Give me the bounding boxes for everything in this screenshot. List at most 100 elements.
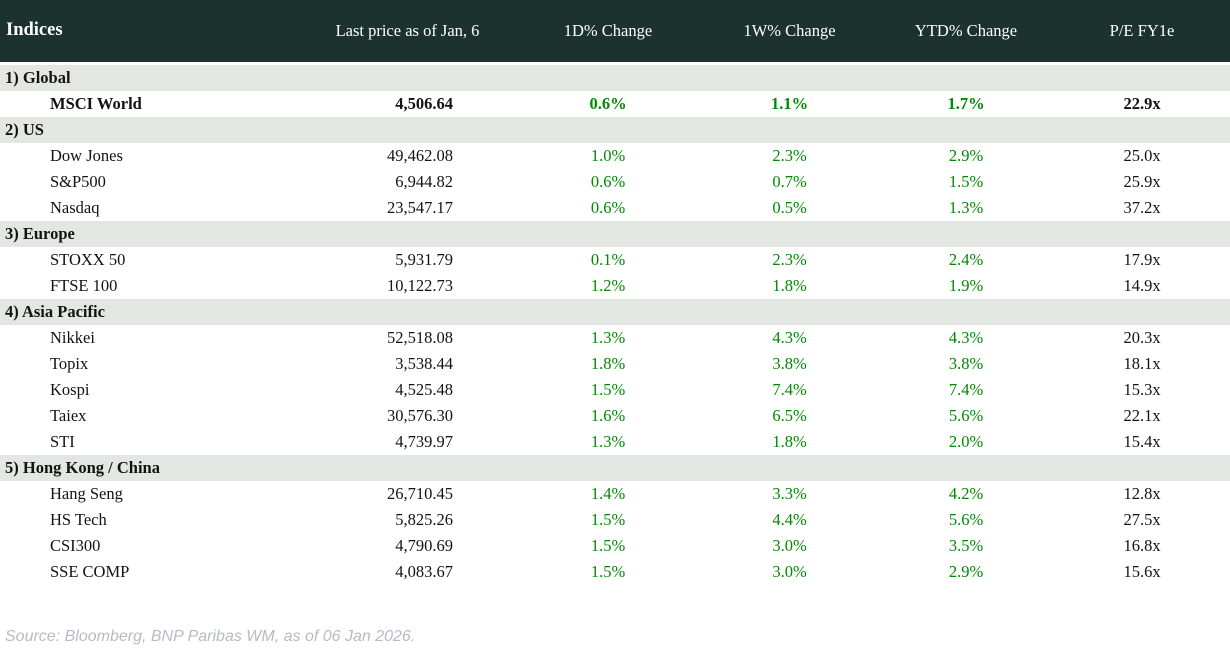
change-ytd-cell: 3.8% [878, 350, 1054, 377]
change-ytd-cell: 5.6% [878, 506, 1054, 533]
change-1w-cell: 7.4% [701, 376, 878, 403]
index-row: S&P500 6,944.82 0.6% 0.7% 1.5% 25.9x [0, 168, 1230, 195]
section-row: 1) Global [0, 63, 1230, 91]
index-row: STI 4,739.97 1.3% 1.8% 2.0% 15.4x [0, 428, 1230, 455]
change-ytd-cell: 2.4% [878, 246, 1054, 273]
change-ytd-cell: 7.4% [878, 376, 1054, 403]
last-price-cell: 4,083.67 [300, 558, 515, 585]
last-price-cell: 52,518.08 [300, 324, 515, 351]
change-1w-cell: 3.0% [701, 558, 878, 585]
change-ytd-cell: 4.2% [878, 480, 1054, 507]
change-1w-cell: 1.8% [701, 272, 878, 299]
index-name: Topix [0, 350, 300, 377]
pe-cell: 22.9x [1054, 90, 1230, 117]
pe-cell: 15.4x [1054, 428, 1230, 455]
change-ytd-cell: 5.6% [878, 402, 1054, 429]
pe-cell: 15.3x [1054, 376, 1230, 403]
column-header: 1D% Change [515, 0, 701, 65]
change-1w-cell: 3.3% [701, 480, 878, 507]
change-1w-cell: 1.1% [701, 90, 878, 117]
index-row: STOXX 50 5,931.79 0.1% 2.3% 2.4% 17.9x [0, 246, 1230, 273]
pe-cell: 14.9x [1054, 272, 1230, 299]
change-1d-cell: 1.2% [515, 272, 701, 299]
pe-cell: 17.9x [1054, 246, 1230, 273]
pe-cell: 22.1x [1054, 402, 1230, 429]
change-ytd-cell: 2.9% [878, 142, 1054, 169]
last-price-cell: 4,739.97 [300, 428, 515, 455]
change-1w-cell: 2.3% [701, 246, 878, 273]
section-row: 4) Asia Pacific [0, 298, 1230, 325]
index-name: STI [0, 428, 300, 455]
change-1w-cell: 3.0% [701, 532, 878, 559]
section-row: 5) Hong Kong / China [0, 454, 1230, 481]
column-header: P/E FY1e [1054, 0, 1230, 65]
index-name: Taiex [0, 402, 300, 429]
change-ytd-cell: 1.9% [878, 272, 1054, 299]
last-price-cell: 49,462.08 [300, 142, 515, 169]
section-label: 5) Hong Kong / China [0, 454, 1230, 481]
last-price-cell: 30,576.30 [300, 402, 515, 429]
section-label: 1) Global [0, 63, 1230, 91]
last-price-cell: 3,538.44 [300, 350, 515, 377]
last-price-cell: 4,525.48 [300, 376, 515, 403]
index-row: Nasdaq 23,547.17 0.6% 0.5% 1.3% 37.2x [0, 194, 1230, 221]
change-1d-cell: 1.5% [515, 532, 701, 559]
index-name: Hang Seng [0, 480, 300, 507]
indices-table: Indices Last price as of Jan, 6 1D% Change… [0, 0, 1230, 585]
last-price-cell: 23,547.17 [300, 194, 515, 221]
section-row: 2) US [0, 116, 1230, 143]
change-1d-cell: 1.3% [515, 428, 701, 455]
index-name: MSCI World [0, 90, 300, 117]
change-1w-cell: 3.8% [701, 350, 878, 377]
change-1d-cell: 1.4% [515, 480, 701, 507]
last-price-cell: 10,122.73 [300, 272, 515, 299]
index-row: MSCI World 4,506.64 0.6% 1.1% 1.7% 22.9x [0, 90, 1230, 117]
index-name: FTSE 100 [0, 272, 300, 299]
index-name: Dow Jones [0, 142, 300, 169]
last-price-cell: 4,790.69 [300, 532, 515, 559]
last-price-cell: 5,931.79 [300, 246, 515, 273]
table-header-row: Indices Last price as of Jan, 6 1D% Change… [0, 0, 1230, 65]
change-1d-cell: 0.1% [515, 246, 701, 273]
change-1d-cell: 1.5% [515, 558, 701, 585]
index-name: S&P500 [0, 168, 300, 195]
section-row: 3) Europe [0, 220, 1230, 247]
section-label: 2) US [0, 116, 1230, 143]
index-name: Kospi [0, 376, 300, 403]
index-name: Nasdaq [0, 194, 300, 221]
change-ytd-cell: 1.3% [878, 194, 1054, 221]
pe-cell: 20.3x [1054, 324, 1230, 351]
index-name: STOXX 50 [0, 246, 300, 273]
change-1d-cell: 0.6% [515, 90, 701, 117]
index-row: Topix 3,538.44 1.8% 3.8% 3.8% 18.1x [0, 350, 1230, 377]
index-name: Nikkei [0, 324, 300, 351]
pe-cell: 27.5x [1054, 506, 1230, 533]
index-row: Taiex 30,576.30 1.6% 6.5% 5.6% 22.1x [0, 402, 1230, 429]
index-row: Hang Seng 26,710.45 1.4% 3.3% 4.2% 12.8x [0, 480, 1230, 507]
table-header: Indices Last price as of Jan, 6 1D% Change… [0, 0, 1230, 65]
last-price-cell: 26,710.45 [300, 480, 515, 507]
pe-cell: 25.0x [1054, 142, 1230, 169]
change-1d-cell: 1.5% [515, 506, 701, 533]
column-header: YTD% Change [878, 0, 1054, 65]
section-label: 3) Europe [0, 220, 1230, 247]
table-title-indices: Indices [0, 0, 300, 65]
index-row: Nikkei 52,518.08 1.3% 4.3% 4.3% 20.3x [0, 324, 1230, 351]
change-1w-cell: 2.3% [701, 142, 878, 169]
pe-cell: 25.9x [1054, 168, 1230, 195]
change-ytd-cell: 1.5% [878, 168, 1054, 195]
change-1d-cell: 1.6% [515, 402, 701, 429]
change-1w-cell: 0.7% [701, 168, 878, 195]
change-ytd-cell: 4.3% [878, 324, 1054, 351]
column-header: 1W% Change [701, 0, 878, 65]
index-row: Kospi 4,525.48 1.5% 7.4% 7.4% 15.3x [0, 376, 1230, 403]
source-note: Source: Bloomberg, BNP Paribas WM, as of… [5, 628, 416, 645]
pe-cell: 16.8x [1054, 532, 1230, 559]
last-price-cell: 6,944.82 [300, 168, 515, 195]
change-ytd-cell: 2.0% [878, 428, 1054, 455]
last-price-cell: 5,825.26 [300, 506, 515, 533]
pe-cell: 12.8x [1054, 480, 1230, 507]
index-row: Dow Jones 49,462.08 1.0% 2.3% 2.9% 25.0x [0, 142, 1230, 169]
pe-cell: 18.1x [1054, 350, 1230, 377]
